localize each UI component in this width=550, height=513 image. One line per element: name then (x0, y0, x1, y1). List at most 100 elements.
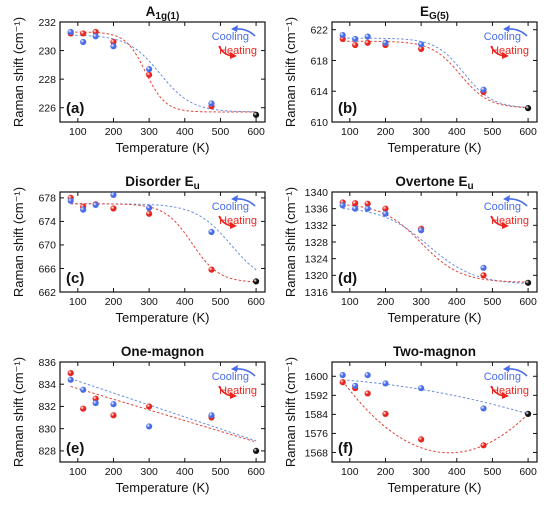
y-tick-label: 614 (310, 86, 328, 98)
y-tick-label: 232 (38, 17, 56, 29)
cooling-fit-curve (70, 34, 257, 113)
heating-point (92, 395, 99, 402)
cooling-point (418, 41, 425, 48)
x-tick-label: 300 (412, 126, 430, 138)
heating-point (382, 410, 389, 418)
heating-point (364, 200, 371, 207)
x-tick-label: 200 (377, 296, 395, 308)
cooling-point (146, 204, 153, 211)
y-tick-label: 1340 (305, 187, 329, 199)
heating-arrowhead-icon (230, 52, 237, 59)
panel-title-subscript: u (194, 181, 200, 192)
heating-point (80, 30, 87, 37)
heating-point (364, 39, 371, 46)
cooling-fit-curve (70, 203, 257, 271)
heating-point (480, 442, 487, 449)
legend-heating-label: Heating (219, 385, 257, 397)
panel-title-subscript: G(5) (429, 11, 449, 22)
cooling-arrowhead-icon (503, 25, 510, 32)
panel-title: One-magnon (121, 344, 204, 359)
cooling-point (146, 66, 153, 73)
chart-panel-c: 100 200 300 400 500 600 662 666 670 674 678 Tempera… (11, 174, 266, 325)
cooling-arrowhead-icon (231, 195, 238, 202)
y-tick-label: 226 (38, 103, 56, 115)
cooling-point (364, 33, 371, 40)
legend-heating-label: Heating (491, 45, 529, 57)
y-axis-title: Raman shift (cm⁻¹) (11, 17, 26, 127)
heating-point (110, 412, 117, 419)
x-tick-label: 300 (140, 466, 158, 478)
heating-point (208, 266, 215, 273)
legend-cooling-label: Cooling (212, 371, 249, 383)
heating-point (339, 379, 346, 386)
panel-title-subscript: u (467, 181, 473, 192)
x-tick-label: 400 (448, 296, 466, 308)
heating-arrowhead-icon (230, 222, 237, 229)
chart-panel-b: 100 200 300 400 500 600 610 614 618 622 Temperatur… (283, 4, 538, 155)
cooling-point (92, 400, 99, 407)
heating-fit-curve (70, 31, 257, 113)
cooling-point (382, 210, 389, 217)
cooling-point (67, 376, 74, 383)
y-tick-label: 618 (310, 55, 328, 67)
y-tick-label: 1568 (305, 447, 329, 459)
y-tick-label: 678 (38, 193, 56, 205)
x-tick-label: 400 (448, 466, 466, 478)
plot-frame (331, 361, 538, 463)
endpoint-point (524, 410, 532, 418)
y-tick-label: 1324 (305, 253, 329, 265)
cooling-point (208, 228, 215, 236)
x-tick-label: 100 (69, 126, 87, 138)
panel-title: Two-magnon (393, 344, 476, 359)
cooling-fit-curve (70, 378, 257, 442)
x-tick-label: 400 (176, 126, 194, 138)
heating-point (364, 390, 371, 397)
heating-point (352, 41, 359, 49)
heating-point (480, 272, 487, 279)
cooling-point (80, 206, 87, 213)
x-axis-title: Temperature (K) (116, 140, 210, 155)
cooling-point (146, 423, 153, 430)
heating-point (92, 28, 99, 36)
legend-cooling-label: Cooling (212, 31, 249, 43)
y-axis-title: Raman shift (cm⁻¹) (283, 187, 298, 297)
y-tick-label: 832 (38, 401, 56, 413)
x-tick-label: 500 (212, 296, 230, 308)
legend-heating-label: Heating (491, 215, 529, 227)
cooling-point (352, 382, 359, 389)
cooling-point (364, 205, 371, 212)
y-tick-label: 1584 (305, 409, 329, 421)
x-axis-title: Temperature (K) (116, 310, 210, 325)
y-tick-label: 610 (310, 117, 328, 129)
chart-panel-e: 100 200 300 400 500 600 828 830 832 834 836 Tempera… (11, 344, 266, 495)
y-tick-label: 662 (38, 287, 56, 299)
legend-heating-label: Heating (219, 215, 257, 227)
cooling-arrowhead-icon (503, 195, 510, 202)
legend-cooling-label: Cooling (212, 201, 249, 213)
y-tick-label: 1328 (305, 237, 329, 249)
heating-point (352, 200, 359, 207)
endpoint-point (524, 105, 532, 112)
x-tick-label: 100 (341, 126, 359, 138)
cooling-point (382, 380, 389, 387)
cooling-point (110, 43, 117, 50)
x-tick-label: 500 (212, 126, 230, 138)
heating-point (110, 38, 117, 46)
x-tick-label: 400 (176, 296, 194, 308)
panel-title-main: E (420, 4, 429, 19)
panel-letter: (d) (338, 270, 357, 287)
endpoint-point (252, 278, 260, 285)
cooling-point (208, 100, 215, 107)
cooling-point (352, 205, 359, 212)
cooling-arrowhead-icon (503, 365, 510, 372)
plot-frame (59, 21, 266, 123)
y-tick-label: 836 (38, 357, 56, 369)
heating-fit-curve (342, 40, 529, 109)
panel-title: Overtone Eu (395, 174, 473, 192)
heating-arrowhead-icon (502, 52, 509, 59)
heating-point (110, 205, 117, 212)
heating-fit-curve (342, 380, 529, 454)
x-tick-label: 500 (212, 466, 230, 478)
x-tick-label: 100 (341, 466, 359, 478)
